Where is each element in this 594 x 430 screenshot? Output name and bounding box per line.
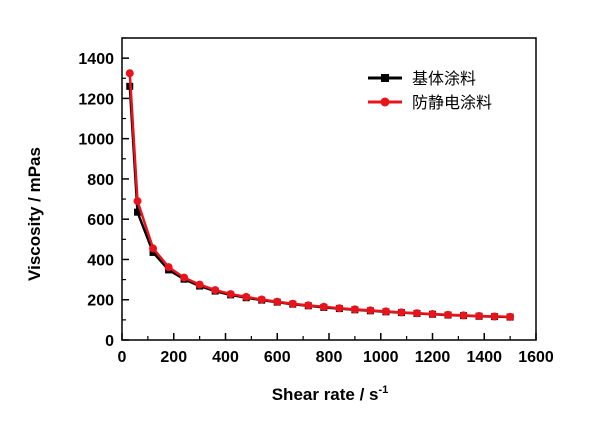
data-point bbox=[429, 310, 437, 318]
legend-marker-square bbox=[381, 74, 389, 82]
x-tick-label: 600 bbox=[264, 349, 291, 366]
data-point bbox=[397, 308, 405, 316]
data-point bbox=[126, 69, 134, 77]
data-point bbox=[413, 309, 421, 317]
legend-item-series-1: 基体涂料 bbox=[368, 69, 476, 88]
data-point bbox=[180, 274, 188, 282]
data-point bbox=[382, 307, 390, 315]
data-point bbox=[227, 290, 235, 298]
data-point bbox=[491, 312, 499, 320]
data-point bbox=[320, 303, 328, 311]
y-tick-label: 0 bbox=[105, 333, 114, 350]
data-point bbox=[366, 306, 374, 314]
data-point bbox=[351, 305, 359, 313]
x-tick-label: 400 bbox=[212, 349, 239, 366]
x-tick-label: 1400 bbox=[466, 349, 502, 366]
y-tick-label: 1400 bbox=[78, 51, 114, 68]
data-point bbox=[444, 311, 452, 319]
y-tick-label: 1000 bbox=[78, 132, 114, 149]
x-tick-label: 1000 bbox=[363, 349, 399, 366]
data-point bbox=[211, 286, 219, 294]
y-tick-label: 1200 bbox=[78, 91, 114, 108]
data-point bbox=[506, 313, 514, 321]
x-tick-label: 0 bbox=[118, 349, 127, 366]
data-point bbox=[304, 301, 312, 309]
y-tick-label: 400 bbox=[87, 252, 114, 269]
legend-marker-circle bbox=[381, 98, 390, 107]
y-tick-label: 200 bbox=[87, 293, 114, 310]
x-axis-title: Shear rate / s-1 bbox=[272, 384, 389, 404]
x-tick-label: 1200 bbox=[415, 349, 451, 366]
x-tick-label: 800 bbox=[316, 349, 343, 366]
series-1 bbox=[126, 83, 513, 321]
legend-item-series-2: 防静电涂料 bbox=[368, 93, 492, 112]
y-axis-title: Viscosity / mPas bbox=[25, 147, 44, 281]
y-tick-label: 800 bbox=[87, 172, 114, 189]
data-point bbox=[475, 312, 483, 320]
legend-label-series-2: 防静电涂料 bbox=[412, 93, 492, 112]
data-point bbox=[134, 197, 142, 205]
data-point bbox=[273, 298, 281, 306]
legend-label-series-1: 基体涂料 bbox=[412, 69, 476, 88]
data-point bbox=[289, 300, 297, 308]
data-point bbox=[149, 244, 157, 252]
data-point bbox=[165, 263, 173, 271]
data-point bbox=[460, 311, 468, 319]
legend: 基体涂料 防静电涂料 bbox=[368, 69, 492, 112]
x-tick-label: 200 bbox=[160, 349, 187, 366]
data-point bbox=[335, 304, 343, 312]
data-point bbox=[242, 293, 250, 301]
x-tick-label: 1600 bbox=[518, 349, 554, 366]
y-tick-label: 600 bbox=[87, 212, 114, 229]
data-point bbox=[196, 281, 204, 289]
data-point bbox=[258, 296, 266, 304]
